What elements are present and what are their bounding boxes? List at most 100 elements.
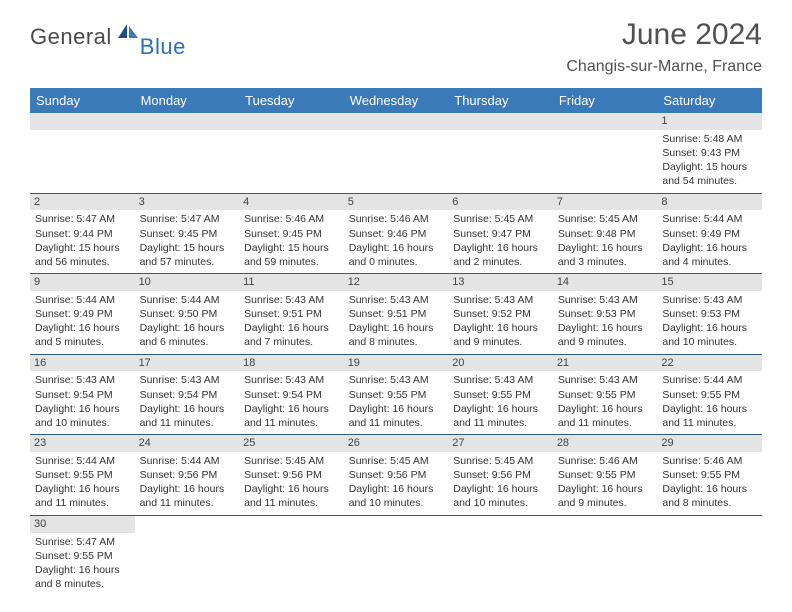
day-number: 5: [344, 194, 449, 211]
sunrise-text: Sunrise: 5:46 AM: [349, 212, 444, 226]
sunrise-text: Sunrise: 5:48 AM: [662, 132, 757, 146]
calendar-day-cell: 6Sunrise: 5:45 AMSunset: 9:47 PMDaylight…: [448, 193, 553, 274]
day-number: 22: [657, 355, 762, 372]
calendar-week-row: 16Sunrise: 5:43 AMSunset: 9:54 PMDayligh…: [30, 354, 762, 435]
day-number-empty: [30, 113, 135, 130]
sunset-text: Sunset: 9:55 PM: [662, 388, 757, 402]
daylight-text: Daylight: 15 hours and 59 minutes.: [244, 241, 339, 269]
day-number: 16: [30, 355, 135, 372]
daylight-text: Daylight: 16 hours and 11 minutes.: [140, 402, 235, 430]
calendar-day-cell: 26Sunrise: 5:45 AMSunset: 9:56 PMDayligh…: [344, 435, 449, 516]
calendar-day-cell: 17Sunrise: 5:43 AMSunset: 9:54 PMDayligh…: [135, 354, 240, 435]
calendar-week-row: 2Sunrise: 5:47 AMSunset: 9:44 PMDaylight…: [30, 193, 762, 274]
day-number: 6: [448, 194, 553, 211]
calendar-day-cell: 23Sunrise: 5:44 AMSunset: 9:55 PMDayligh…: [30, 435, 135, 516]
sunrise-text: Sunrise: 5:44 AM: [35, 454, 130, 468]
weekday-header: Sunday: [30, 88, 135, 113]
daylight-text: Daylight: 16 hours and 0 minutes.: [349, 241, 444, 269]
sunrise-text: Sunrise: 5:43 AM: [558, 293, 653, 307]
daylight-text: Daylight: 16 hours and 11 minutes.: [558, 402, 653, 430]
calendar-day-cell: 22Sunrise: 5:44 AMSunset: 9:55 PMDayligh…: [657, 354, 762, 435]
calendar-day-cell: [657, 515, 762, 595]
sunset-text: Sunset: 9:55 PM: [662, 468, 757, 482]
weekday-header: Friday: [553, 88, 658, 113]
day-number-empty: [135, 113, 240, 130]
weekday-header: Thursday: [448, 88, 553, 113]
sunrise-text: Sunrise: 5:43 AM: [558, 373, 653, 387]
calendar-day-cell: 14Sunrise: 5:43 AMSunset: 9:53 PMDayligh…: [553, 274, 658, 355]
calendar-day-cell: 5Sunrise: 5:46 AMSunset: 9:46 PMDaylight…: [344, 193, 449, 274]
day-number: 10: [135, 274, 240, 291]
sunset-text: Sunset: 9:49 PM: [662, 227, 757, 241]
calendar-day-cell: 11Sunrise: 5:43 AMSunset: 9:51 PMDayligh…: [239, 274, 344, 355]
daylight-text: Daylight: 16 hours and 10 minutes.: [453, 482, 548, 510]
day-number-empty: [553, 113, 658, 130]
sunset-text: Sunset: 9:56 PM: [349, 468, 444, 482]
calendar-week-row: 1Sunrise: 5:48 AMSunset: 9:43 PMDaylight…: [30, 113, 762, 193]
day-number: 11: [239, 274, 344, 291]
calendar-day-cell: [135, 515, 240, 595]
calendar-day-cell: [553, 515, 658, 595]
sunrise-text: Sunrise: 5:44 AM: [662, 212, 757, 226]
sail-icon: [116, 22, 140, 45]
daylight-text: Daylight: 16 hours and 10 minutes.: [35, 402, 130, 430]
daylight-text: Daylight: 16 hours and 4 minutes.: [662, 241, 757, 269]
calendar-day-cell: [135, 113, 240, 193]
weekday-header: Saturday: [657, 88, 762, 113]
day-number: 19: [344, 355, 449, 372]
sunrise-text: Sunrise: 5:46 AM: [662, 454, 757, 468]
sunrise-text: Sunrise: 5:43 AM: [453, 293, 548, 307]
sunset-text: Sunset: 9:45 PM: [244, 227, 339, 241]
month-title: June 2024: [566, 18, 762, 52]
day-number: 2: [30, 194, 135, 211]
calendar-day-cell: 3Sunrise: 5:47 AMSunset: 9:45 PMDaylight…: [135, 193, 240, 274]
sunrise-text: Sunrise: 5:43 AM: [35, 373, 130, 387]
sunrise-text: Sunrise: 5:43 AM: [349, 373, 444, 387]
calendar-day-cell: 20Sunrise: 5:43 AMSunset: 9:55 PMDayligh…: [448, 354, 553, 435]
calendar-day-cell: [448, 515, 553, 595]
day-number: 15: [657, 274, 762, 291]
brand-logo: General Blue: [30, 24, 188, 50]
sunrise-text: Sunrise: 5:45 AM: [453, 454, 548, 468]
sunrise-text: Sunrise: 5:43 AM: [140, 373, 235, 387]
day-number-empty: [448, 113, 553, 130]
sunset-text: Sunset: 9:54 PM: [140, 388, 235, 402]
calendar-day-cell: 2Sunrise: 5:47 AMSunset: 9:44 PMDaylight…: [30, 193, 135, 274]
day-number-empty: [239, 113, 344, 130]
sunset-text: Sunset: 9:48 PM: [558, 227, 653, 241]
calendar-day-cell: 27Sunrise: 5:45 AMSunset: 9:56 PMDayligh…: [448, 435, 553, 516]
sunrise-text: Sunrise: 5:45 AM: [244, 454, 339, 468]
day-number: 3: [135, 194, 240, 211]
day-number: 30: [30, 516, 135, 533]
daylight-text: Daylight: 16 hours and 11 minutes.: [349, 402, 444, 430]
sunrise-text: Sunrise: 5:43 AM: [244, 373, 339, 387]
calendar-day-cell: [239, 515, 344, 595]
calendar-day-cell: 15Sunrise: 5:43 AMSunset: 9:53 PMDayligh…: [657, 274, 762, 355]
sunrise-text: Sunrise: 5:43 AM: [453, 373, 548, 387]
calendar-day-cell: 10Sunrise: 5:44 AMSunset: 9:50 PMDayligh…: [135, 274, 240, 355]
calendar-day-cell: 19Sunrise: 5:43 AMSunset: 9:55 PMDayligh…: [344, 354, 449, 435]
sunrise-text: Sunrise: 5:43 AM: [244, 293, 339, 307]
calendar-day-cell: [30, 113, 135, 193]
sunrise-text: Sunrise: 5:47 AM: [140, 212, 235, 226]
sunset-text: Sunset: 9:55 PM: [349, 388, 444, 402]
daylight-text: Daylight: 16 hours and 11 minutes.: [35, 482, 130, 510]
calendar-day-cell: [344, 515, 449, 595]
sunrise-text: Sunrise: 5:44 AM: [662, 373, 757, 387]
day-number: 14: [553, 274, 658, 291]
day-number: 24: [135, 435, 240, 452]
daylight-text: Daylight: 16 hours and 8 minutes.: [349, 321, 444, 349]
weekday-header: Tuesday: [239, 88, 344, 113]
day-number: 27: [448, 435, 553, 452]
day-number: 23: [30, 435, 135, 452]
sunset-text: Sunset: 9:56 PM: [244, 468, 339, 482]
daylight-text: Daylight: 16 hours and 8 minutes.: [662, 482, 757, 510]
day-number: 7: [553, 194, 658, 211]
daylight-text: Daylight: 16 hours and 11 minutes.: [453, 402, 548, 430]
calendar-day-cell: 25Sunrise: 5:45 AMSunset: 9:56 PMDayligh…: [239, 435, 344, 516]
daylight-text: Daylight: 16 hours and 2 minutes.: [453, 241, 548, 269]
weekday-header: Monday: [135, 88, 240, 113]
daylight-text: Daylight: 16 hours and 11 minutes.: [662, 402, 757, 430]
location-label: Changis-sur-Marne, France: [566, 58, 762, 76]
calendar-day-cell: 24Sunrise: 5:44 AMSunset: 9:56 PMDayligh…: [135, 435, 240, 516]
